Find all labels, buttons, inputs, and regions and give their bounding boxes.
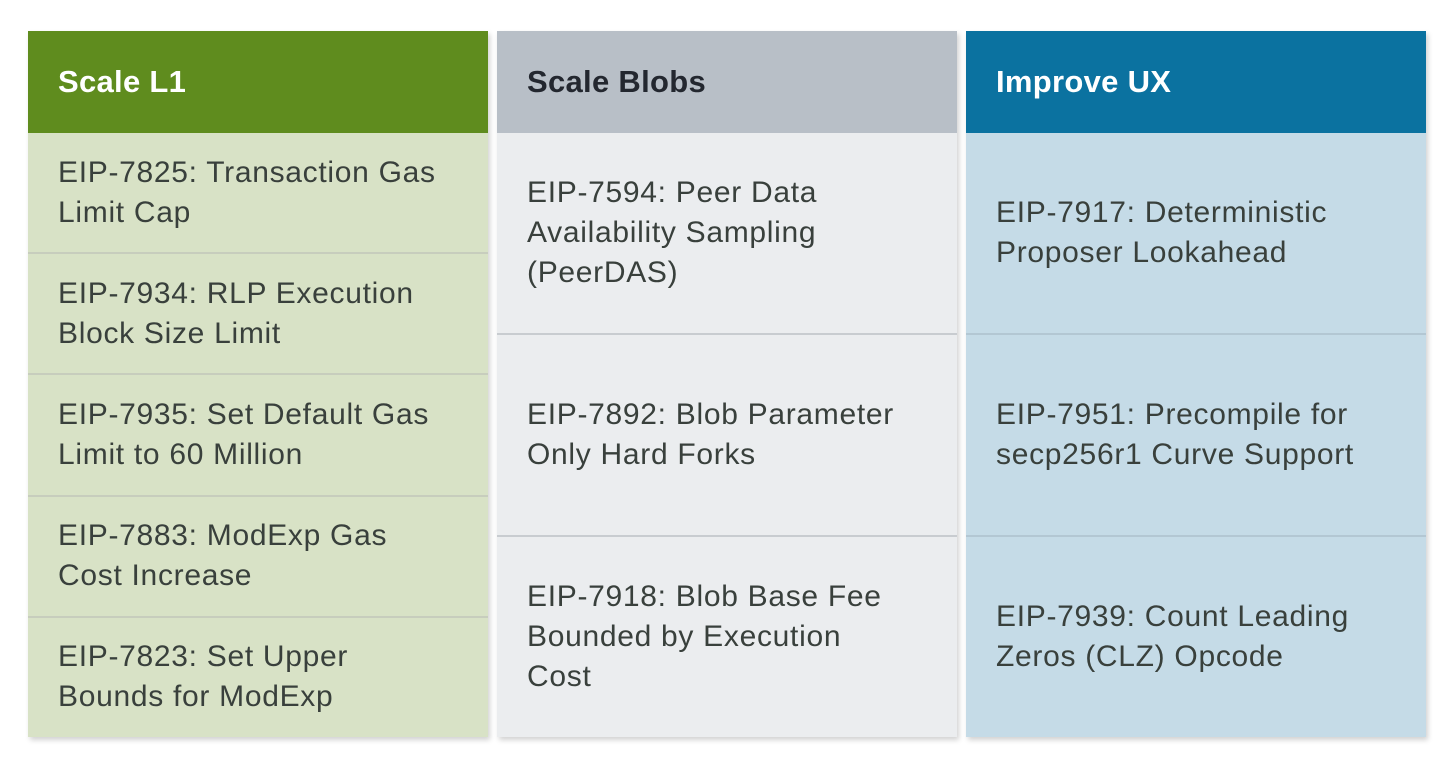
eip-item-label: EIP-7935: Set Default Gas Limit to 60 Mi… (58, 398, 430, 471)
column-title: Improve UX (996, 63, 1172, 99)
eip-item-label: EIP-7917: Deterministic Proposer Lookahe… (996, 196, 1328, 269)
eip-item-label: EIP-7825: Transaction Gas Limit Cap (58, 155, 436, 229)
column-scale-blobs: Scale Blobs EIP-7594: Peer Data Availabi… (497, 31, 957, 737)
eip-item: EIP-7939: Count Leading Zeros (CLZ) Opco… (966, 535, 1426, 737)
column-body: EIP-7917: Deterministic Proposer Lookahe… (966, 133, 1426, 737)
column-header-scale-l1: Scale L1 (28, 31, 488, 133)
eip-item-label: EIP-7939: Count Leading Zeros (CLZ) Opco… (996, 600, 1350, 673)
eip-item-label: EIP-7594: Peer Data Availability Samplin… (527, 176, 818, 289)
eip-item: EIP-7917: Deterministic Proposer Lookahe… (966, 133, 1426, 333)
eip-item-label: EIP-7918: Blob Base Fee Bounded by Execu… (527, 580, 882, 693)
column-title: Scale L1 (58, 63, 187, 99)
eip-item: EIP-7935: Set Default Gas Limit to 60 Mi… (28, 373, 488, 495)
column-improve-ux: Improve UX EIP-7917: Deterministic Propo… (966, 31, 1426, 737)
eip-item-label: EIP-7823: Set Upper Bounds for ModExp (58, 640, 349, 714)
eip-item: EIP-7892: Blob Parameter Only Hard Forks (497, 333, 957, 535)
eip-item-label: EIP-7934: RLP Execution Block Size Limit (58, 276, 414, 350)
eip-item: EIP-7594: Peer Data Availability Samplin… (497, 133, 957, 333)
eip-item-label: EIP-7883: ModExp Gas Cost Increase (58, 519, 388, 593)
column-body: EIP-7594: Peer Data Availability Samplin… (497, 133, 957, 737)
column-title: Scale Blobs (527, 63, 707, 99)
column-header-improve-ux: Improve UX (966, 31, 1426, 133)
column-body: EIP-7825: Transaction Gas Limit Cap EIP-… (28, 133, 488, 738)
eip-item: EIP-7823: Set Upper Bounds for ModExp (28, 615, 488, 738)
column-scale-l1: Scale L1 EIP-7825: Transaction Gas Limit… (28, 31, 488, 738)
eip-item: EIP-7951: Precompile for secp256r1 Curve… (966, 333, 1426, 535)
eip-category-table: Scale L1 EIP-7825: Transaction Gas Limit… (28, 31, 1426, 738)
eip-item: EIP-7934: RLP Execution Block Size Limit (28, 252, 488, 374)
eip-item-label: EIP-7951: Precompile for secp256r1 Curve… (996, 398, 1354, 471)
eip-item: EIP-7825: Transaction Gas Limit Cap (28, 133, 488, 253)
eip-item: EIP-7918: Blob Base Fee Bounded by Execu… (497, 535, 957, 737)
eip-item-label: EIP-7892: Blob Parameter Only Hard Forks (527, 398, 894, 471)
column-header-scale-blobs: Scale Blobs (497, 31, 957, 133)
eip-item: EIP-7883: ModExp Gas Cost Increase (28, 494, 488, 616)
